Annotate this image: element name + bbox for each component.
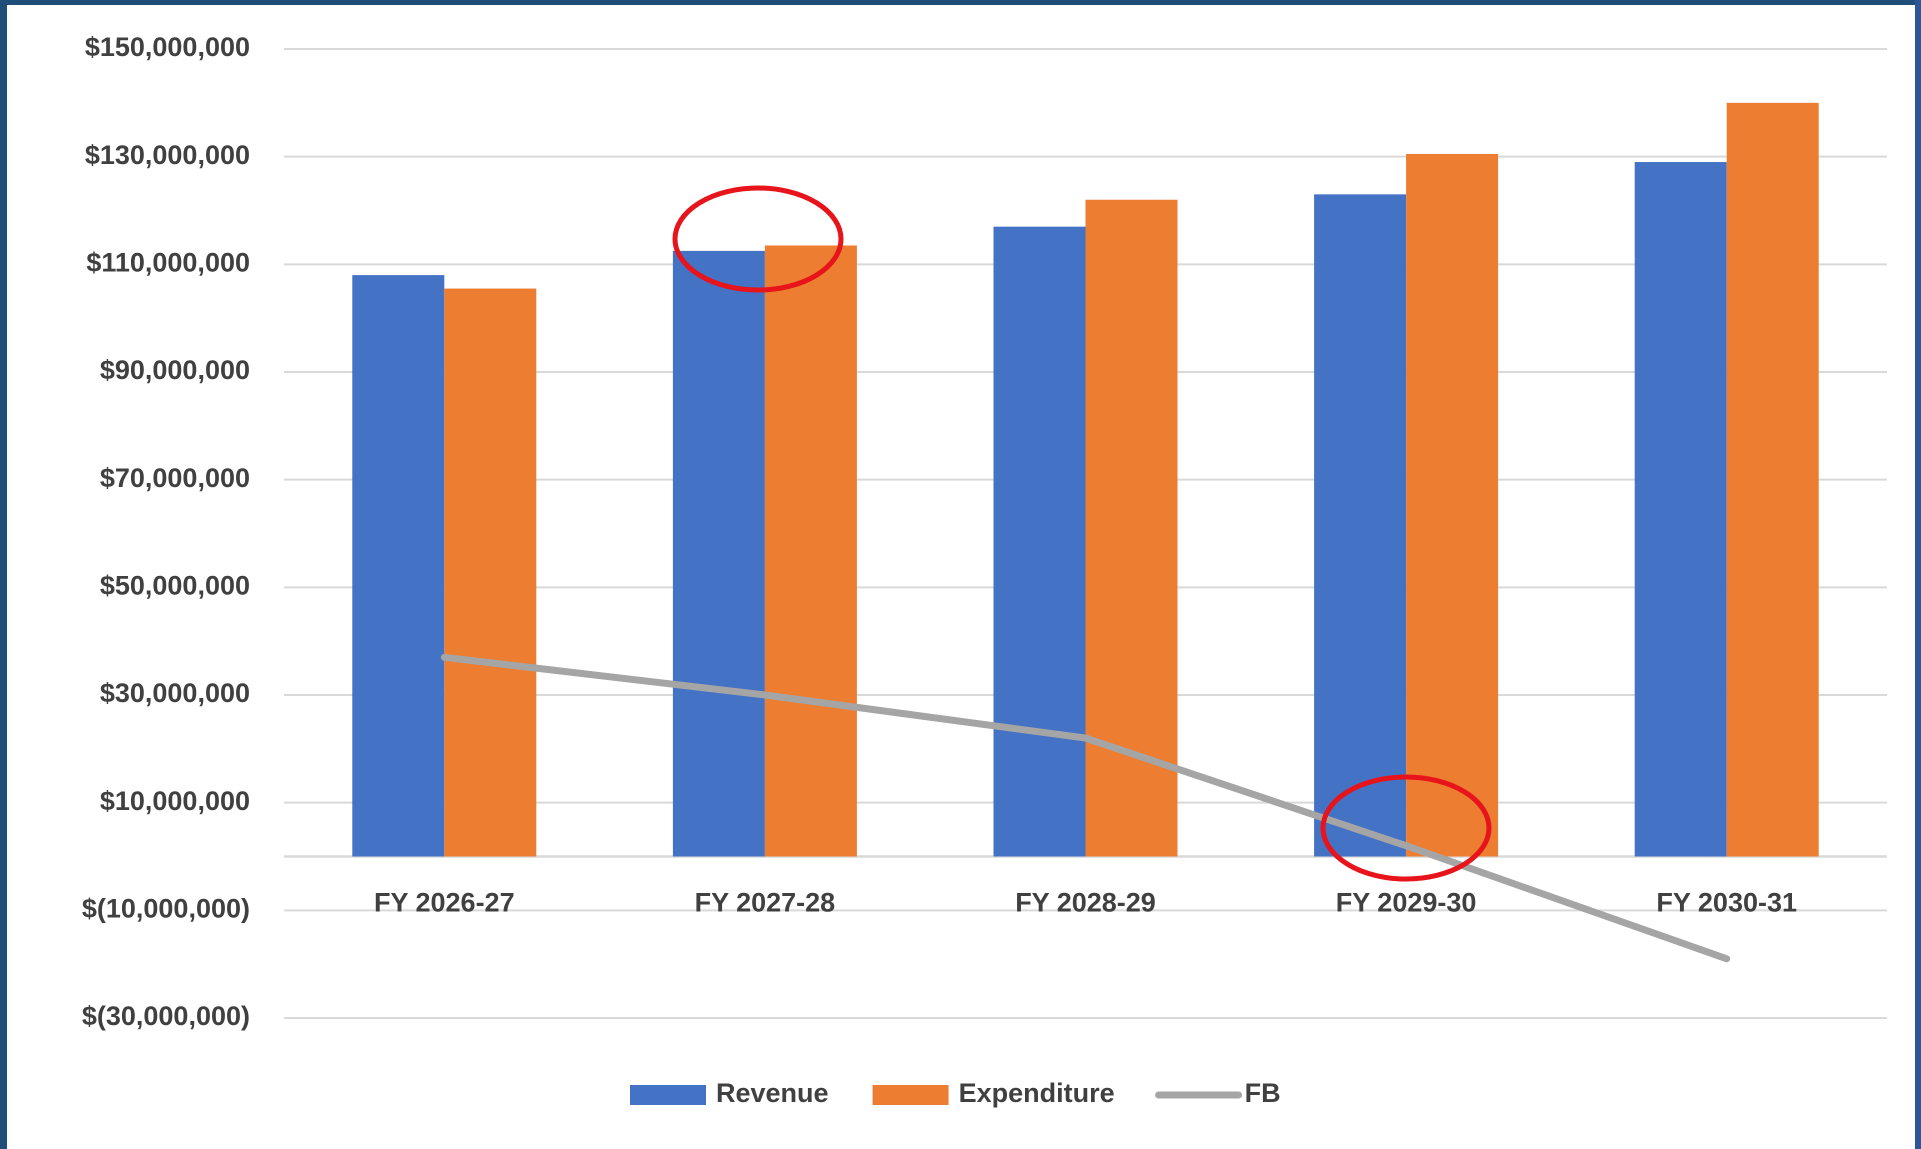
bar (444, 288, 537, 857)
y-tick-label: $30,000,000 (100, 678, 250, 708)
legend-label: FB (1245, 1078, 1281, 1108)
y-tick-label: $50,000,000 (100, 570, 250, 600)
y-tick-label: $70,000,000 (100, 463, 250, 493)
legend-label: Revenue (716, 1078, 829, 1108)
plot: $(30,000,000) $(10,000,000) $10,000,000 $30… (82, 32, 1887, 1108)
y-tick-label: $130,000,000 (85, 140, 250, 170)
highlight-circle (672, 185, 844, 293)
x-tick-label: FY 2030-31 (1656, 888, 1797, 918)
bar (1634, 162, 1727, 857)
x-tick-label: FY 2027-28 (695, 888, 836, 918)
bar (1314, 194, 1407, 857)
x-tick-label: FY 2029-30 (1336, 888, 1477, 918)
legend-item: Expenditure (872, 1078, 1115, 1108)
y-tick-label: $10,000,000 (100, 786, 250, 816)
bar (1726, 102, 1819, 857)
y-tick-label: $150,000,000 (85, 32, 250, 62)
top-border (0, 0, 1921, 5)
legend-item: FB (1155, 1078, 1281, 1108)
bar (1085, 199, 1178, 857)
legend-item: Revenue (630, 1078, 829, 1108)
x-tick-label: FY 2026-27 (374, 888, 515, 918)
legend-swatch (630, 1085, 706, 1105)
y-tick-label: $(30,000,000) (82, 1001, 250, 1031)
bar (352, 275, 445, 857)
bar (1406, 153, 1499, 857)
legend-swatch (872, 1085, 949, 1105)
x-tick-label: FY 2028-29 (1015, 888, 1156, 918)
legend-label: Expenditure (959, 1078, 1115, 1108)
bar (672, 250, 765, 857)
y-tick-label: $110,000,000 (86, 247, 250, 277)
y-tick-label: $(10,000,000) (82, 893, 250, 923)
highlight-circle (1320, 774, 1492, 882)
line-series (440, 653, 1731, 963)
y-tick-label: $90,000,000 (100, 355, 250, 385)
left-border (0, 0, 7, 1149)
right-border (1915, 0, 1921, 1149)
bar (764, 245, 857, 857)
bar (993, 226, 1086, 857)
